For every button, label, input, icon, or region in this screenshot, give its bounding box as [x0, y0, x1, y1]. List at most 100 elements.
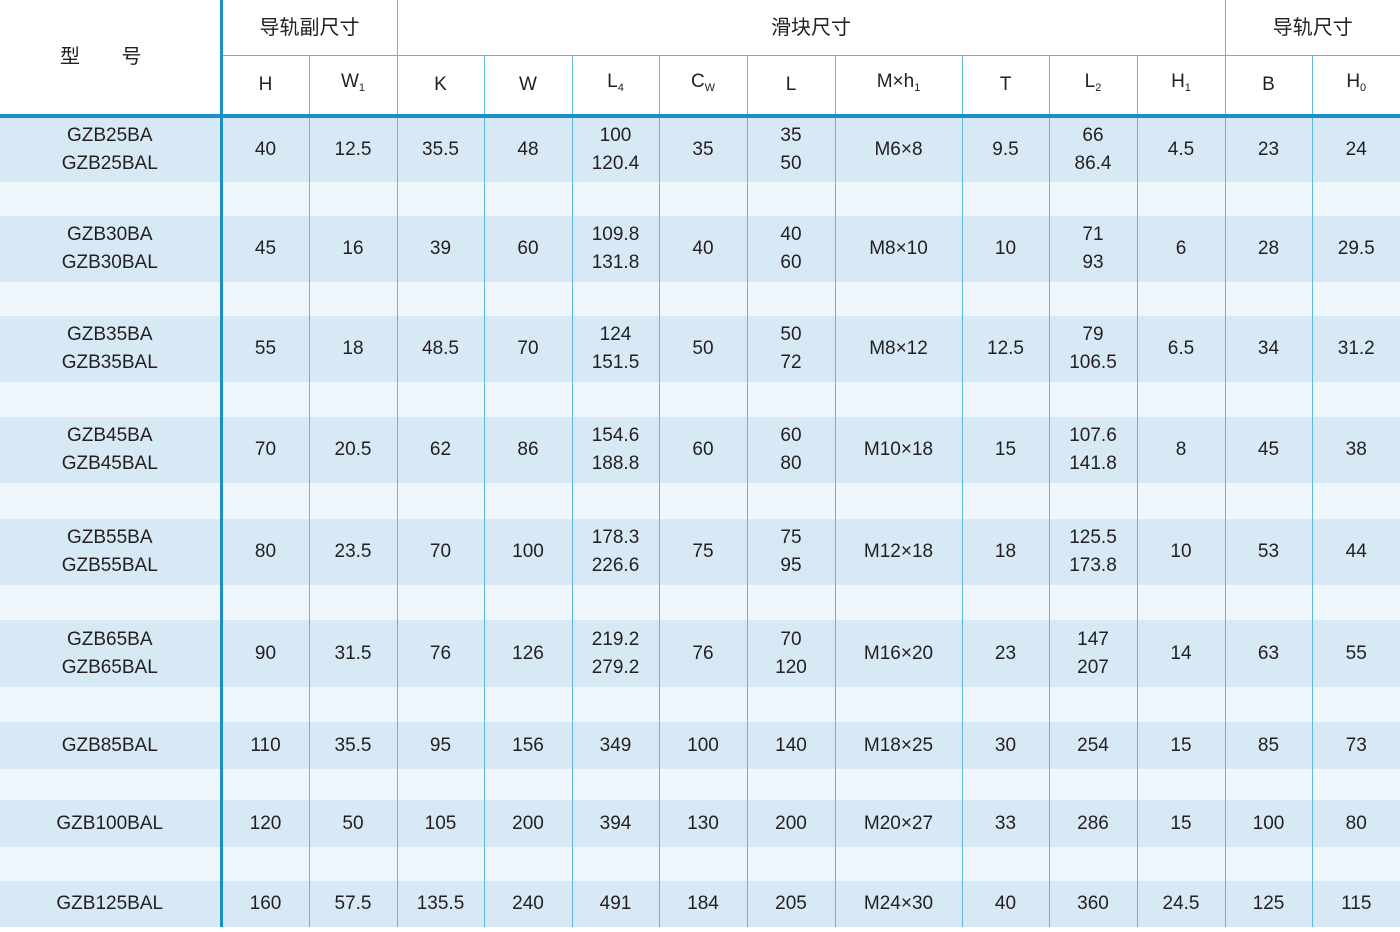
value-cell: 85: [1224, 722, 1312, 769]
cell-value: 34: [1257, 338, 1280, 359]
value-cell: M10×18: [834, 417, 962, 483]
value-cell: 16: [308, 216, 397, 282]
spacer-cell: [308, 687, 397, 722]
spacer-cell: [308, 382, 397, 417]
cell-value: 178.3: [591, 527, 640, 548]
spacer-cell: [961, 483, 1049, 519]
value-cell: 14: [1136, 620, 1225, 687]
value-cell: 23: [1224, 116, 1312, 182]
cell-value: 40: [780, 224, 802, 245]
value-cell: 8: [1136, 417, 1225, 483]
value-cell: 40 60: [746, 216, 835, 282]
spacer-cell: [571, 769, 659, 800]
value-cell: 35.5: [396, 116, 484, 182]
spacer-cell: [961, 282, 1049, 316]
spacer-cell: [1136, 182, 1225, 216]
cell-value: 349: [599, 734, 632, 756]
spacer-cell: [396, 687, 484, 722]
cell-value: 95: [780, 555, 802, 576]
spacer-cell: [746, 585, 835, 620]
spacer-cell: [483, 687, 572, 722]
value-cell: 55: [220, 316, 309, 382]
spacer-cell: [308, 585, 397, 620]
model-cell: GZB65BA GZB65BAL: [0, 620, 223, 687]
value-cell: 35: [658, 116, 747, 182]
cell-value: M6×8: [874, 139, 923, 160]
cell-value: 40: [994, 893, 1017, 914]
value-cell: 60: [483, 216, 572, 282]
spacer-cell: [1048, 483, 1137, 519]
cell-value: 72: [780, 352, 802, 373]
cell-value: 360: [1077, 893, 1109, 914]
spacer-cell: [396, 585, 484, 620]
spacer-cell: [834, 282, 962, 316]
cell-value: 115: [1341, 893, 1372, 914]
value-cell: 12.5: [308, 116, 397, 182]
cell-value: GZB30BA: [66, 224, 153, 245]
cell-value: 57.5: [334, 893, 372, 914]
row-spacer: [0, 282, 1400, 316]
value-cell: 178.3 226.6: [571, 519, 659, 585]
cell-value: 125.5: [1069, 527, 1117, 548]
spacer-cell: [1224, 182, 1312, 216]
cell-value: 106.5: [1069, 352, 1117, 373]
cell-value: 126: [512, 642, 544, 664]
cell-value: 35.5: [422, 139, 459, 160]
spacer-cell: [396, 282, 484, 316]
column-header-label: C: [690, 71, 705, 92]
value-cell: 75: [658, 519, 747, 585]
cell-value: 28: [1257, 238, 1280, 259]
table-row: GZB25BA GZB25BAL 40 12.5 35.5 48 100 120.4 35 35 5…: [0, 116, 1400, 182]
cell-value: M20×27: [863, 812, 934, 834]
cell-value: 71: [1082, 224, 1104, 245]
column-header-subscript: 4: [617, 82, 624, 94]
cell-value: 60: [780, 252, 802, 273]
cell-value: 86: [517, 439, 539, 460]
value-cell: M18×25: [834, 722, 962, 769]
value-cell: 23.5: [308, 519, 397, 585]
cell-value: GZB55BAL: [61, 555, 158, 576]
value-cell: 124 151.5: [571, 316, 659, 382]
spacer-cell: [1048, 847, 1137, 881]
spacer-cell: [1311, 182, 1400, 216]
value-cell: 6.5: [1136, 316, 1225, 382]
spacer-cell: [483, 382, 572, 417]
cell-value: GZB25BA: [66, 125, 153, 146]
value-cell: 100: [483, 519, 572, 585]
cell-value: 20.5: [334, 439, 372, 460]
spacer-cell: [1048, 769, 1137, 800]
cell-value: 15: [994, 439, 1017, 460]
spacer-cell: [220, 687, 309, 722]
column-header: L2: [1048, 55, 1137, 118]
value-cell: 126: [483, 620, 572, 687]
cell-value: 125: [1252, 893, 1285, 914]
cell-value: 23.5: [334, 541, 372, 562]
table-row: GZB125BAL 160 57.5 135.5 240 491 184 205 M24×30 4…: [0, 881, 1400, 927]
value-cell: 130: [658, 800, 747, 847]
spacer-cell: [396, 182, 484, 216]
cell-value: 90: [254, 642, 277, 664]
cell-value: GZB30BAL: [61, 252, 158, 273]
cell-value: 131.8: [591, 252, 640, 273]
value-cell: 12.5: [961, 316, 1049, 382]
column-header-label: H: [1346, 71, 1361, 92]
column-header-label: B: [1262, 74, 1275, 95]
cell-value: 254: [1077, 734, 1109, 756]
cell-value: 16: [342, 238, 364, 259]
cell-value: 75: [780, 527, 802, 548]
spacer-cell: [220, 282, 309, 316]
spacer-cell: [0, 182, 223, 216]
cell-value: 100: [687, 734, 719, 756]
value-cell: 184: [658, 881, 747, 927]
cell-value: 6: [1175, 238, 1187, 259]
table-row: GZB85BAL 110 35.5 95 156 349 100 140 M18×25 30 254…: [0, 722, 1400, 769]
column-header-subscript: 1: [358, 82, 366, 94]
row-spacer: [0, 483, 1400, 519]
value-cell: 219.2 279.2: [571, 620, 659, 687]
spacer-cell: [961, 769, 1049, 800]
spacer-cell: [0, 382, 223, 417]
cell-value: 60: [517, 238, 539, 259]
cell-value: 45: [254, 238, 277, 259]
spacer-cell: [308, 182, 397, 216]
spacer-cell: [308, 483, 397, 519]
